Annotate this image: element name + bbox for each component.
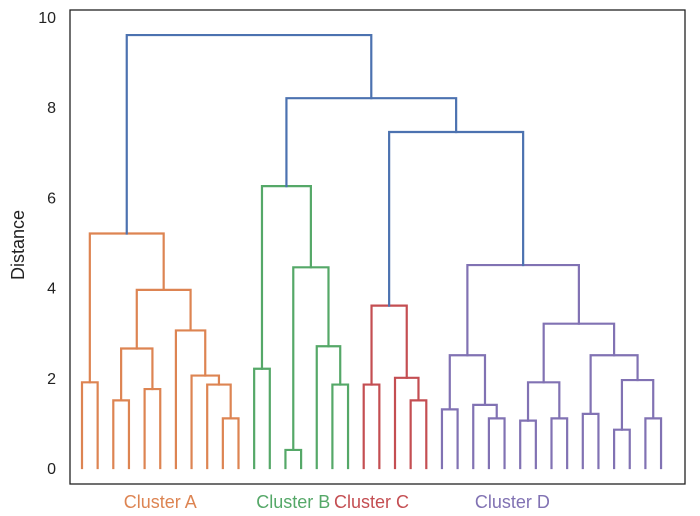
cluster-label-d: Cluster D (475, 492, 550, 512)
y-tick-label: 6 (47, 190, 56, 207)
y-tick-label: 4 (47, 281, 56, 298)
y-axis: 0 2 4 6 8 10 (38, 10, 56, 478)
plot-area (70, 10, 685, 484)
plot-frame (69, 9, 686, 485)
y-tick-label: 10 (38, 10, 56, 27)
cluster-label-a: Cluster A (124, 492, 197, 512)
y-axis-label: Distance (8, 210, 28, 280)
cluster-label-c: Cluster C (334, 492, 409, 512)
dendrogram-links (80, 33, 663, 470)
y-tick-label: 0 (47, 461, 56, 478)
y-tick-label: 8 (47, 100, 56, 117)
dendrogram-link-36 (125, 33, 373, 235)
cluster-label-b: Cluster B (256, 492, 330, 512)
cluster-labels: Cluster A Cluster B Cluster C Cluster D (124, 492, 550, 512)
y-tick-label: 2 (47, 371, 56, 388)
